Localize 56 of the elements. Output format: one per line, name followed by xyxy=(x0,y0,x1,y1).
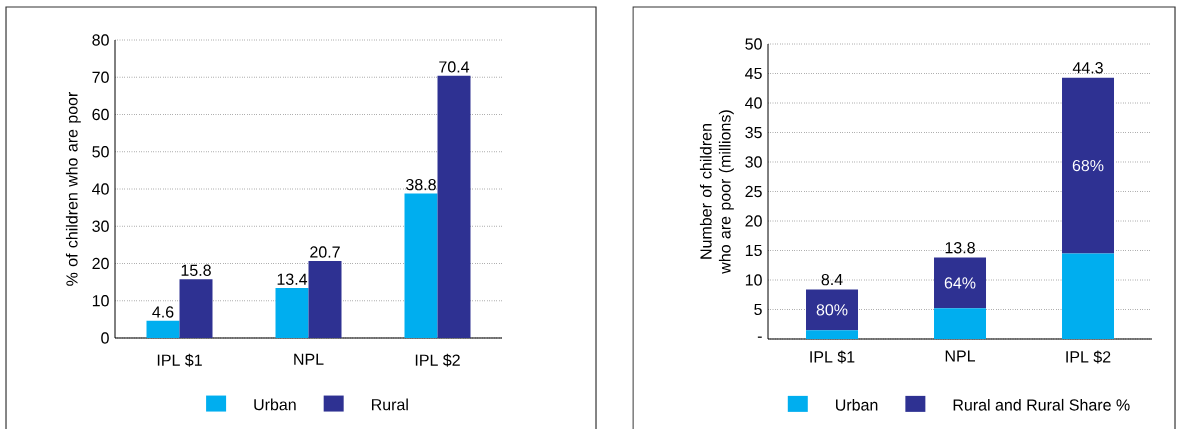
y-tick-label: - xyxy=(757,336,762,338)
x-tick-label: IPL $1 xyxy=(810,350,855,364)
annotation: 64% xyxy=(944,277,976,289)
bar xyxy=(1062,77,1115,254)
total-label: 8.4 xyxy=(821,273,843,286)
y-tick-label: 20 xyxy=(92,257,109,270)
x-tick-label: NPL xyxy=(945,350,976,362)
x-tick-label: IPL $2 xyxy=(415,353,460,367)
y-tick-label: 35 xyxy=(745,126,762,139)
bar xyxy=(275,288,309,338)
bar xyxy=(1062,253,1115,339)
data-label: 4.6 xyxy=(152,306,174,318)
bar xyxy=(437,75,471,338)
y-tick-label: 40 xyxy=(745,97,762,109)
y-tick-label: 80 xyxy=(92,34,109,46)
y-tick-label: 5 xyxy=(754,303,762,316)
legend-label: Rural xyxy=(371,398,408,411)
y-tick-label: 15 xyxy=(745,244,762,257)
y-axis-title: Number of children who are poor (millions) xyxy=(699,110,734,274)
y-tick-label: 45 xyxy=(745,67,762,80)
data-label: 38.8 xyxy=(406,178,436,191)
y-tick-label: 40 xyxy=(92,183,109,195)
bar xyxy=(806,330,859,339)
y-tick-label: 0 xyxy=(101,332,109,344)
legend-label: Urban xyxy=(254,398,296,411)
y-tick-label: 10 xyxy=(92,295,109,307)
legend-label: Urban xyxy=(836,398,878,411)
total-label: 44.3 xyxy=(1072,62,1103,74)
y-tick-label: 70 xyxy=(92,71,109,83)
annotation: 68% xyxy=(1072,159,1104,172)
y-tick-label: 50 xyxy=(745,38,762,50)
total-label: 13.8 xyxy=(945,242,975,254)
y-tick-label: 30 xyxy=(745,156,762,168)
bar xyxy=(934,308,987,339)
bar xyxy=(179,279,213,338)
legend-label: Rural and Rural Share % xyxy=(953,398,1130,411)
bar xyxy=(934,257,987,309)
bar xyxy=(806,289,859,331)
y-tick-label: 50 xyxy=(92,146,109,158)
x-tick-label: IPL $2 xyxy=(1066,350,1111,364)
bar xyxy=(404,193,438,338)
data-label: 15.8 xyxy=(181,264,211,276)
y-tick-label: 60 xyxy=(92,108,109,121)
x-tick-label: NPL xyxy=(294,353,324,365)
annotation: 80% xyxy=(816,304,848,316)
y-tick-label: 25 xyxy=(745,185,762,198)
data-label: 13.4 xyxy=(277,273,308,285)
data-label: 70.4 xyxy=(439,61,470,73)
y-tick-label: 20 xyxy=(745,215,762,227)
y-tick-label: 30 xyxy=(92,220,109,232)
y-tick-label: 10 xyxy=(745,274,762,286)
bar xyxy=(146,320,180,338)
data-label: 20.7 xyxy=(310,246,340,258)
y-axis-title: % of children who are poor xyxy=(65,91,81,286)
x-tick-label: IPL $1 xyxy=(157,353,202,367)
bar xyxy=(308,260,342,338)
